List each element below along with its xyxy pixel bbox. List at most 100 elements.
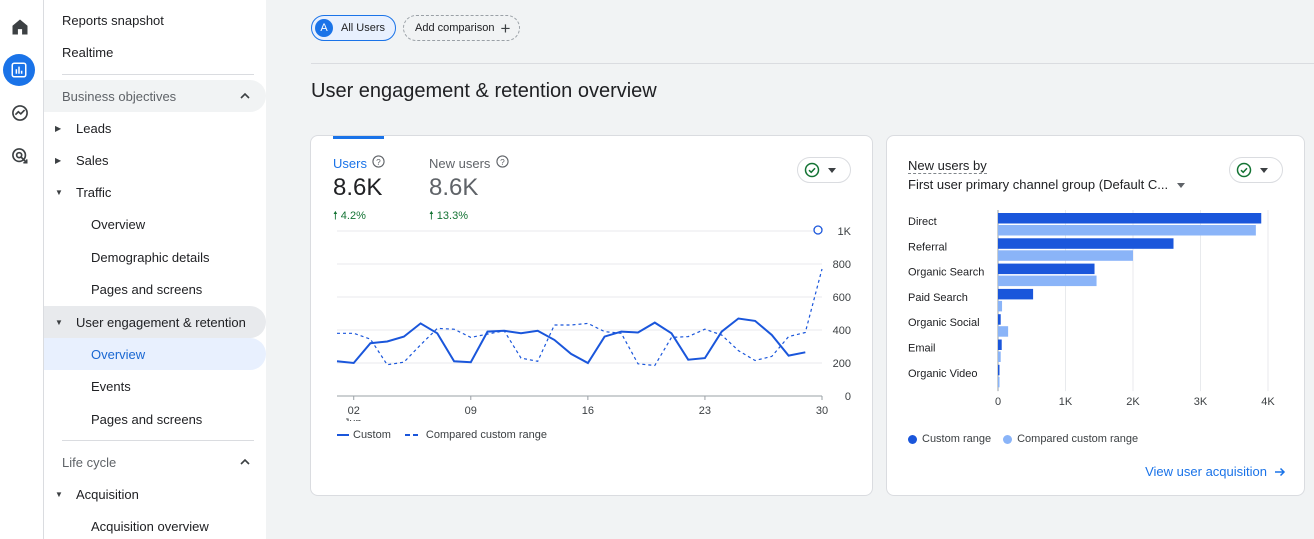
x-tick-label: 23 bbox=[699, 405, 711, 417]
x-tick-label: 1K bbox=[1059, 396, 1073, 408]
x-tick-label: 02 bbox=[348, 405, 360, 417]
section-life-cycle[interactable]: Life cycle bbox=[44, 446, 266, 478]
help-icon[interactable]: ? bbox=[496, 155, 509, 168]
advertising-icon[interactable] bbox=[4, 140, 36, 172]
bar-compared bbox=[998, 376, 1000, 388]
series-line-custom bbox=[336, 317, 806, 365]
help-icon[interactable]: ? bbox=[372, 155, 385, 168]
check-circle-icon bbox=[1236, 162, 1252, 178]
nav-label: User engagement & retention bbox=[76, 314, 246, 330]
channel-bar-chart: 0 1K 2K 3K 4K Direct Referral Organic Search Pai… bbox=[908, 210, 1275, 408]
y-tick-label: 1K bbox=[838, 226, 852, 238]
active-tab-indicator bbox=[333, 136, 384, 139]
section-label: Life cycle bbox=[62, 454, 117, 470]
nav-leads[interactable]: ▶ Leads bbox=[44, 112, 111, 144]
new-users-delta: 🠕 13.3% bbox=[429, 207, 468, 226]
nav-sales[interactable]: ▶ Sales bbox=[44, 144, 109, 176]
nav-traffic[interactable]: ▼ Traffic bbox=[44, 176, 111, 208]
header-divider bbox=[311, 63, 1314, 64]
bar-compared bbox=[998, 300, 1003, 312]
bar-custom bbox=[998, 213, 1262, 224]
x-tick-label: 30 bbox=[816, 405, 828, 417]
x-tick-label: 0 bbox=[995, 396, 1001, 408]
users-value: 8.6K bbox=[333, 174, 383, 201]
explore-icon[interactable] bbox=[4, 97, 36, 129]
section-business-objectives[interactable]: Business objectives bbox=[44, 80, 266, 112]
segment-avatar: A bbox=[315, 19, 333, 37]
delta-value: 13.3% bbox=[436, 210, 468, 222]
series-line-compared bbox=[337, 268, 823, 367]
card-options-button[interactable] bbox=[797, 157, 851, 183]
x-tick-label: 4K bbox=[1261, 396, 1275, 408]
x-tick-label: 2K bbox=[1126, 396, 1140, 408]
new-users-by-channel-card: New users by First user primary channel … bbox=[886, 135, 1305, 496]
all-users-chip[interactable]: A All Users bbox=[311, 15, 396, 41]
nav-events[interactable]: Events bbox=[91, 378, 131, 394]
reports-icon[interactable] bbox=[3, 54, 35, 86]
tab-new-users[interactable]: New users bbox=[429, 156, 491, 171]
y-tick-label: 800 bbox=[833, 259, 851, 271]
bar-custom bbox=[998, 263, 1095, 275]
add-comparison-button[interactable]: Add comparison + bbox=[403, 15, 520, 41]
nav-label: Leads bbox=[76, 120, 112, 136]
nav-reports-snapshot[interactable]: Reports snapshot bbox=[62, 12, 164, 28]
chevron-up-icon bbox=[240, 92, 250, 99]
bar-compared bbox=[998, 275, 1097, 287]
bar-compared bbox=[998, 351, 1001, 362]
caret-down-icon bbox=[1260, 167, 1268, 173]
home-icon[interactable] bbox=[4, 11, 36, 43]
category-label: Referral bbox=[908, 241, 947, 253]
users-trend-card: Users ? 8.6K 🠕 4.2% New users ? 8.6K 🠕 1… bbox=[310, 135, 873, 496]
caret-down-icon: ▼ bbox=[55, 489, 63, 499]
arrow-right-icon bbox=[1275, 467, 1286, 476]
category-label: Paid Search bbox=[908, 292, 968, 304]
nav-ue-pages-and-screens[interactable]: Pages and screens bbox=[91, 411, 203, 427]
y-tick-label: 400 bbox=[833, 325, 851, 337]
card-title-text: New users by bbox=[908, 158, 987, 174]
legend-dot-compared bbox=[1003, 434, 1013, 444]
nav-user-engagement[interactable]: ▼ User engagement & retention bbox=[44, 306, 266, 338]
caret-down-icon[interactable] bbox=[1177, 183, 1185, 188]
nav-realtime[interactable]: Realtime bbox=[62, 44, 114, 60]
nav-divider bbox=[62, 74, 254, 75]
delta-value: 4.2% bbox=[340, 210, 366, 222]
dimension-selector[interactable]: First user primary channel group (Defaul… bbox=[908, 177, 1169, 192]
arrow-up-icon: 🠕 bbox=[429, 210, 434, 222]
legend-label: Compared custom range bbox=[425, 429, 547, 441]
page-title: User engagement & retention overview bbox=[311, 80, 657, 102]
chip-label: Add comparison bbox=[415, 22, 495, 34]
tab-users[interactable]: Users bbox=[333, 156, 367, 171]
x-tick-label: 3K bbox=[1194, 396, 1208, 408]
bar-compared bbox=[998, 326, 1009, 337]
caret-down-icon bbox=[828, 167, 836, 173]
chevron-up-icon bbox=[240, 458, 250, 465]
caret-right-icon: ▶ bbox=[55, 155, 62, 165]
nav-demographic-details[interactable]: Demographic details bbox=[91, 249, 210, 265]
nav-label: Traffic bbox=[76, 184, 112, 200]
category-label: Organic Video bbox=[908, 368, 978, 380]
arrow-up-icon: 🠕 bbox=[333, 210, 338, 222]
nav-acquisition-overview[interactable]: Acquisition overview bbox=[91, 518, 209, 534]
legend-dot-custom bbox=[908, 434, 917, 444]
category-label: Organic Social bbox=[908, 317, 980, 329]
nav-divider bbox=[62, 440, 254, 441]
x-tick-label: 16 bbox=[582, 405, 594, 417]
nav-acquisition[interactable]: ▼ Acquisition bbox=[44, 478, 139, 510]
section-label: Business objectives bbox=[62, 88, 177, 104]
view-user-acquisition-link[interactable]: View user acquisition bbox=[1145, 464, 1287, 479]
nav-ue-overview[interactable]: Overview bbox=[44, 338, 266, 370]
bar-custom bbox=[998, 288, 1034, 300]
nav-traffic-overview[interactable]: Overview bbox=[91, 216, 146, 232]
plus-icon: + bbox=[500, 18, 511, 38]
nav-label: Sales bbox=[76, 152, 109, 168]
legend-dashed-swatch bbox=[404, 434, 421, 436]
bar-custom bbox=[998, 339, 1002, 350]
caret-down-icon: ▼ bbox=[55, 317, 63, 327]
bar-custom bbox=[998, 314, 1001, 325]
legend-solid-swatch bbox=[337, 434, 349, 436]
nav-pages-and-screens[interactable]: Pages and screens bbox=[91, 281, 203, 297]
card-options-button[interactable] bbox=[1229, 157, 1283, 183]
link-label: View user acquisition bbox=[1145, 464, 1267, 479]
nav-label: Acquisition bbox=[76, 486, 139, 502]
legend-label: Custom bbox=[353, 429, 391, 441]
